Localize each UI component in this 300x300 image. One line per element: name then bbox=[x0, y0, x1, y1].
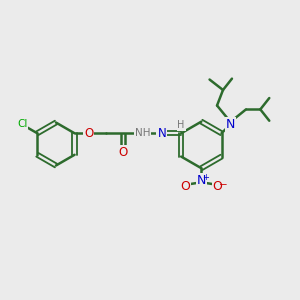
Text: N: N bbox=[158, 127, 166, 140]
Text: Cl: Cl bbox=[17, 119, 28, 129]
Text: +: + bbox=[202, 173, 209, 182]
Text: O: O bbox=[84, 127, 93, 140]
Text: H: H bbox=[178, 120, 185, 130]
Text: N: N bbox=[226, 118, 235, 131]
Text: O: O bbox=[212, 180, 222, 193]
Text: O: O bbox=[118, 146, 128, 159]
Text: O: O bbox=[180, 180, 190, 193]
Text: −: − bbox=[219, 180, 228, 190]
Text: N: N bbox=[196, 174, 206, 187]
Text: NH: NH bbox=[135, 128, 150, 138]
